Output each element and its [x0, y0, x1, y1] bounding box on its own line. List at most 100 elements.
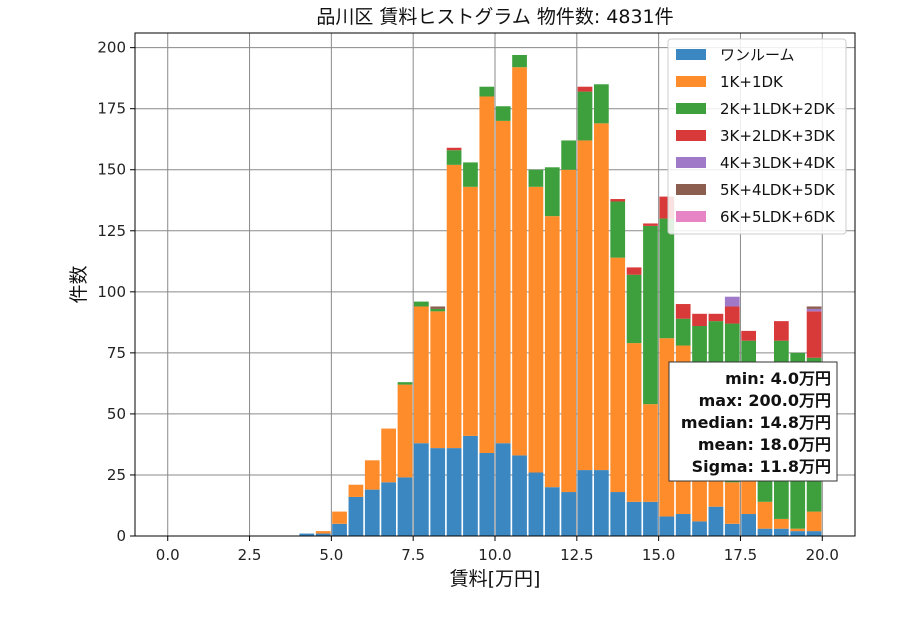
legend-swatch: [676, 49, 706, 60]
legend-label: 5K+4LDK+5DK: [720, 181, 836, 199]
bar-segment: [643, 225, 658, 405]
bar-segment: [315, 533, 331, 536]
bar-segment: [724, 296, 740, 307]
bar-segment: [495, 120, 511, 444]
bar-segment: [528, 186, 544, 473]
bar-segment: [348, 496, 364, 536]
bar-segment: [512, 54, 527, 68]
bar-segment: [528, 169, 544, 187]
chart-title: 品川区 賃料ヒストグラム 物件数: 4831件: [316, 6, 673, 28]
legend-swatch: [676, 184, 706, 195]
bar-segment: [675, 304, 691, 319]
bar-segment: [610, 199, 626, 202]
bar-segment: [414, 301, 429, 307]
bar-segment: [315, 531, 331, 534]
bar-segment: [610, 257, 626, 493]
bar-segment: [544, 487, 560, 536]
x-tick-label: 7.5: [401, 546, 425, 564]
bar-segment: [806, 311, 822, 358]
bar-segment: [577, 91, 593, 141]
x-tick-label: 15.0: [642, 546, 675, 564]
y-axis-ticks: 0 25 50 75 100 125 150 175 200: [97, 39, 135, 545]
y-axis-label: 件数: [68, 265, 90, 303]
bar-segment: [806, 531, 822, 536]
stats-box-frame: [668, 361, 838, 482]
legend-swatch: [676, 211, 706, 222]
bar-segment: [577, 86, 593, 92]
bar-segment: [675, 318, 691, 346]
bar-segment: [692, 313, 707, 327]
bar-segment: [790, 531, 806, 536]
bar-segment: [610, 492, 626, 536]
bar-segment: [381, 428, 396, 483]
bar-segment: [544, 216, 560, 488]
stats-line: Sigma: 11.8万円: [692, 457, 831, 476]
y-tick-label: 125: [97, 222, 126, 240]
bar-segment: [528, 472, 544, 536]
y-tick-label: 75: [107, 344, 126, 362]
y-tick-label: 150: [97, 161, 126, 179]
bar-segment: [741, 514, 756, 536]
bar-segment: [774, 518, 789, 529]
bar-segment: [512, 455, 527, 536]
bar-segment: [724, 523, 740, 536]
bar-segment: [364, 460, 380, 490]
bar-segment: [594, 84, 609, 124]
legend-label: ワンルーム: [720, 46, 795, 64]
bar-segment: [643, 404, 658, 502]
y-tick-label: 100: [97, 283, 126, 301]
bar-segment: [626, 501, 642, 536]
bar-segment: [643, 501, 658, 536]
bar-segment: [512, 67, 527, 456]
bar-segment: [463, 186, 478, 436]
legend: ワンルーム 1K+1DK 2K+1LDK+2DK 3K+2LDK+3DK 4K+3LDK…: [667, 38, 847, 235]
x-tick-label: 20.0: [806, 546, 839, 564]
bar-segment: [495, 106, 511, 121]
bar-segment: [561, 169, 576, 493]
legend-swatch: [676, 76, 706, 87]
bar-segment: [659, 516, 675, 536]
bar-segment: [397, 382, 413, 385]
bar-segment: [692, 521, 707, 536]
bar-segment: [479, 96, 495, 453]
bar-segment: [724, 306, 740, 324]
legend-label: 4K+3LDK+4DK: [720, 154, 836, 172]
bar-segment: [446, 147, 462, 151]
x-tick-label: 10.0: [478, 546, 511, 564]
bar-segment: [430, 306, 446, 309]
y-tick-label: 175: [97, 100, 126, 118]
bar-segment: [626, 267, 642, 275]
bar-segment: [626, 343, 642, 502]
x-tick-label: 12.5: [560, 546, 593, 564]
bar-segment: [757, 528, 773, 536]
bar-segment: [757, 501, 773, 529]
bar-segment: [414, 306, 429, 444]
bar-segment: [414, 443, 429, 536]
x-axis-label: 賃料[万円]: [450, 568, 541, 590]
bar-segment: [348, 484, 364, 497]
bar-segment: [430, 448, 446, 536]
stats-line: mean: 18.0万円: [698, 435, 831, 454]
bar-segment: [495, 443, 511, 536]
bar-segment: [430, 308, 446, 312]
bar-segment: [577, 140, 593, 471]
y-tick-label: 200: [97, 39, 126, 57]
bar-segment: [446, 164, 462, 449]
bar-segment: [332, 511, 347, 524]
bar-segment: [774, 321, 789, 341]
bar-segment: [708, 313, 724, 322]
bar-segment: [332, 523, 347, 536]
bar-segment: [806, 511, 822, 532]
bar-segment: [561, 492, 576, 536]
bar-segment: [741, 330, 756, 341]
bar-segment: [610, 201, 626, 258]
legend-label: 6K+5LDK+6DK: [720, 208, 836, 226]
bar-segment: [544, 167, 560, 217]
y-tick-label: 0: [116, 527, 126, 545]
stats-line: min: 4.0万円: [725, 369, 831, 388]
bar-segment: [446, 448, 462, 536]
legend-swatch: [676, 130, 706, 141]
bar-segment: [806, 308, 822, 312]
bar-segment: [594, 123, 609, 471]
legend-swatch: [676, 157, 706, 168]
